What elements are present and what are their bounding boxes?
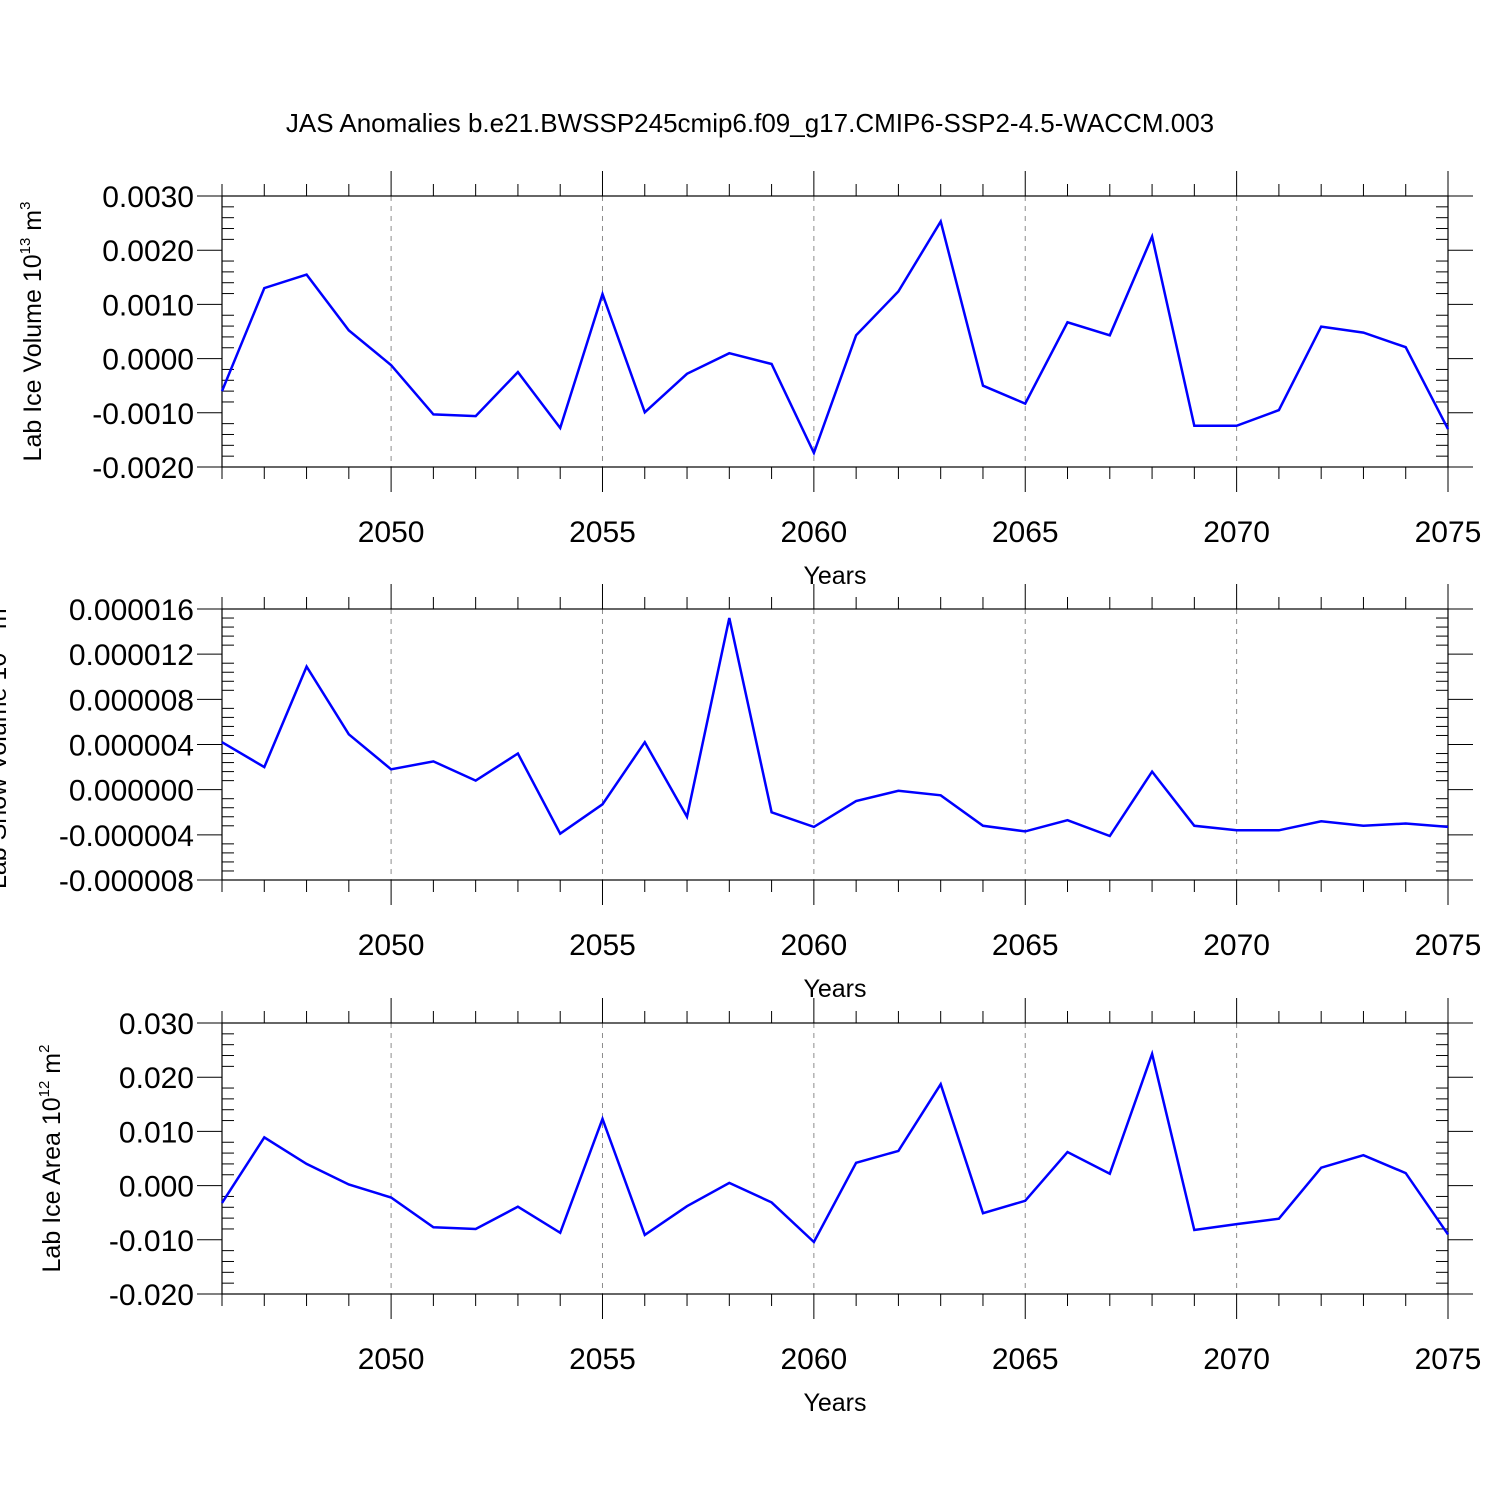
y-tick-label: 0.0010 <box>102 289 194 322</box>
y-tick-label: -0.000008 <box>59 865 194 898</box>
panel-2: -0.000008 -0.000004 0.000000 0.000004 0.0000… <box>0 584 1481 1003</box>
y-axis-label: Lab Snow Volume 1013 m3 <box>0 600 12 889</box>
y-tick-label: 0.000000 <box>69 775 194 808</box>
x-tick-label: 2055 <box>569 516 636 549</box>
x-tick-label: 2065 <box>992 1343 1059 1376</box>
y-tick-label: -0.0020 <box>92 452 194 485</box>
y-axis-label-exponent: 13 <box>17 238 34 255</box>
x-tick-label: 2075 <box>1415 1343 1482 1376</box>
figure-title: JAS Anomalies b.e21.BWSSP245cmip6.f09_g1… <box>286 108 1214 138</box>
y-tick-label: 0.030 <box>119 1008 194 1041</box>
y-axis-label-unit-exponent: 3 <box>17 202 34 210</box>
x-tick-label: 2065 <box>992 929 1059 962</box>
y-tick-label: 0.020 <box>119 1062 194 1095</box>
x-axis-label: Years <box>803 562 866 590</box>
series-line <box>220 1049 1450 1245</box>
y-tick-label: -0.0010 <box>92 398 194 431</box>
y-tick-label: 0.000 <box>119 1171 194 1204</box>
y-tick-label: 0.0020 <box>102 235 194 268</box>
y-tick-label: 0.000008 <box>69 684 194 717</box>
x-tick-label: 2075 <box>1415 929 1482 962</box>
y-axis-label: Lab Ice Area 1012 m2 <box>36 1045 66 1273</box>
y-axis-label-text: Lab Ice Volume 10 <box>19 254 47 461</box>
panel-1: -0.0020 -0.0010 0.0000 0.0010 0.0020 0.0030 20… <box>17 171 1481 590</box>
panel-3: -0.020 -0.010 0.000 0.010 0.020 0.030 2050 2055… <box>36 998 1481 1417</box>
panels: -0.0020-0.00100.00000.00100.00200.003020… <box>0 171 1481 1417</box>
x-tick-label: 2055 <box>569 1343 636 1376</box>
y-tick-label: 0.000004 <box>69 730 194 763</box>
x-axis-label: Years <box>803 975 866 1003</box>
y-tick-label: 0.0000 <box>102 344 194 377</box>
series-line <box>221 617 1449 838</box>
x-tick-label: 2060 <box>780 516 847 549</box>
x-tick-label: 2050 <box>358 929 425 962</box>
x-tick-label: 2060 <box>780 1343 847 1376</box>
y-axis-label-unit-exponent: 2 <box>36 1045 53 1053</box>
y-tick-label: 0.010 <box>119 1116 194 1149</box>
plot-frame <box>221 1022 1449 1295</box>
y-tick-label: -0.010 <box>109 1225 194 1258</box>
x-tick-label: 2065 <box>992 516 1059 549</box>
x-tick-label: 2070 <box>1203 929 1270 962</box>
x-tick-label: 2055 <box>569 929 636 962</box>
y-axis-label-unit: m <box>19 210 47 238</box>
plot-frame <box>221 195 1449 468</box>
x-tick-label: 2060 <box>780 929 847 962</box>
y-tick-label: 0.0030 <box>102 181 194 214</box>
y-tick-label: -0.000004 <box>59 820 194 853</box>
y-axis-label-unit: m <box>38 1053 66 1081</box>
x-tick-label: 2050 <box>358 1343 425 1376</box>
y-tick-label: -0.020 <box>109 1279 194 1312</box>
x-tick-label: 2070 <box>1203 1343 1270 1376</box>
y-axis-label-text: Lab Snow Volume 10 <box>0 653 12 889</box>
y-tick-label: 0.000016 <box>69 594 194 627</box>
y-axis-label-unit: m <box>0 608 12 636</box>
x-tick-label: 2050 <box>358 516 425 549</box>
x-tick-label: 2075 <box>1415 516 1482 549</box>
y-tick-label: 0.000012 <box>69 639 194 672</box>
y-axis-label-exponent: 12 <box>36 1081 53 1098</box>
y-axis-label: Lab Ice Volume 1013 m3 <box>17 202 47 462</box>
plot-frame <box>221 608 1449 881</box>
x-tick-label: 2070 <box>1203 516 1270 549</box>
x-axis-label: Years <box>803 1389 866 1417</box>
series-line <box>220 218 1450 457</box>
y-axis-label-text: Lab Ice Area 10 <box>38 1097 66 1272</box>
